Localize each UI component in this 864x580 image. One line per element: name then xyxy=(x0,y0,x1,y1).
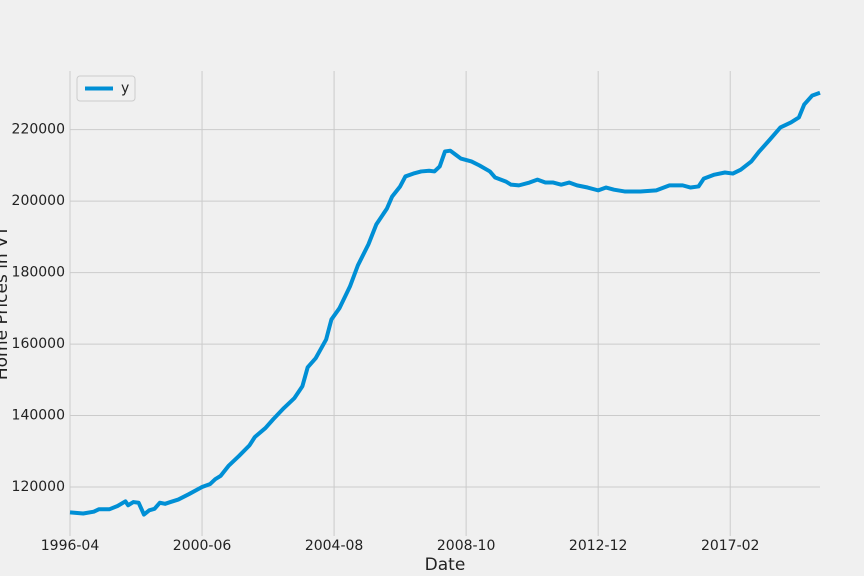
x-tick-label: 2017-02 xyxy=(701,538,760,554)
plot xyxy=(69,90,821,517)
line xyxy=(69,90,821,517)
x-tick-label: 2012-12 xyxy=(569,538,628,554)
grid xyxy=(69,71,820,536)
legend: y xyxy=(76,75,136,102)
y-tick-label: 200000 xyxy=(12,193,65,209)
y-tick-label: 220000 xyxy=(12,122,65,138)
y-tick-label: 120000 xyxy=(12,479,65,495)
x-tick-label: 2008-10 xyxy=(437,538,496,554)
y-tick-label: 180000 xyxy=(12,265,65,281)
y-tick-label: 160000 xyxy=(12,336,65,352)
y-axis-label: Home Prices in VT xyxy=(0,225,12,380)
x-tick-label: 2004-08 xyxy=(305,538,364,554)
x-tick-label: 1996-04 xyxy=(41,538,100,554)
legend-label: y xyxy=(121,81,129,97)
x-tick-label: 2000-06 xyxy=(173,538,232,554)
y-tick-label: 140000 xyxy=(12,408,65,424)
x-axis-label: Date xyxy=(425,555,466,575)
